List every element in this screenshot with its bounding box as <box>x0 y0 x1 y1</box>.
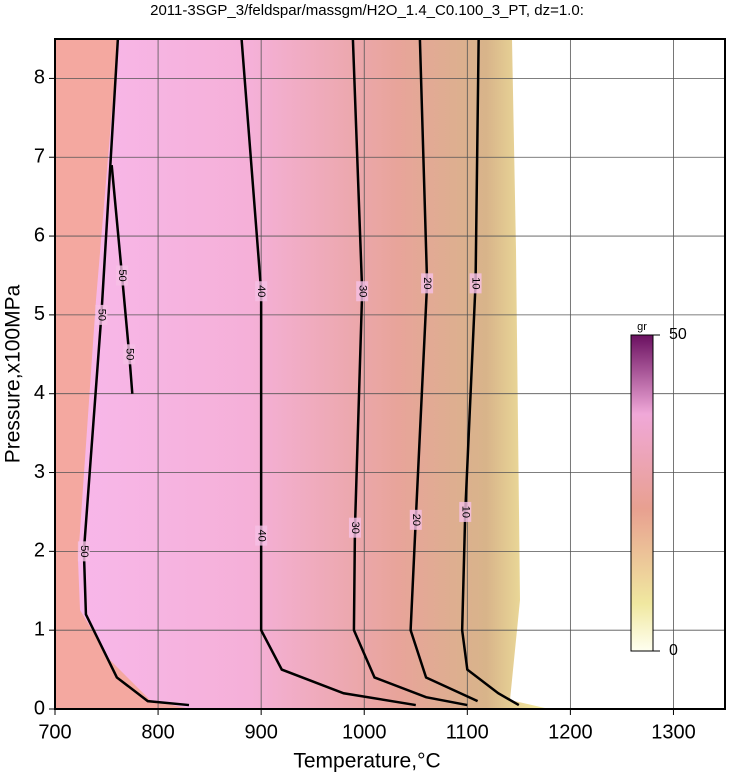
contour-label-bg <box>95 304 108 325</box>
contour-label-bg <box>421 273 434 294</box>
colorbar <box>630 334 654 652</box>
x-tick-label: 1200 <box>548 721 593 743</box>
contour-label-bg <box>356 281 369 302</box>
contour-line <box>82 38 190 707</box>
contour-label: 30 <box>356 285 368 297</box>
contour-line <box>110 165 134 394</box>
colorbar-label: gr <box>637 321 647 333</box>
plot-frame <box>54 38 726 710</box>
y-tick-label: 2 <box>34 540 45 562</box>
contour-line <box>409 38 479 703</box>
y-tick-label: 1 <box>34 618 45 640</box>
x-tick-label: 1300 <box>651 721 696 743</box>
low-region-fill <box>55 39 190 709</box>
y-tick-label: 5 <box>34 303 45 325</box>
contour-label-bg <box>409 509 422 530</box>
contour-label-bg <box>348 517 361 538</box>
y-tick-label: 7 <box>34 146 45 168</box>
chart-title: 2011-3SGP_3/feldspar/massgm/H2O_1.4_C0.1… <box>150 2 584 19</box>
contour-label: 50 <box>123 348 135 360</box>
contour-label: 50 <box>95 309 107 321</box>
colorbar-tick-label: 50 <box>669 326 687 343</box>
x-tick-label: 1000 <box>342 721 387 743</box>
y-tick-label: 3 <box>34 461 45 483</box>
x-axis-label: Temperature,°C <box>293 750 440 773</box>
y-tick-label: 6 <box>34 224 45 246</box>
contour-label: 10 <box>470 277 482 289</box>
contour-label-bg <box>459 501 472 522</box>
x-tick-label: 700 <box>38 721 71 743</box>
contour-label-bg <box>469 273 482 294</box>
y-tick-label: 4 <box>34 382 45 404</box>
colorbar-tick-label: 0 <box>669 642 678 659</box>
contour-label: 50 <box>78 545 90 557</box>
contour-label: 40 <box>255 285 267 297</box>
field-fill <box>55 39 545 709</box>
contour-label-bg <box>255 525 268 546</box>
contour-label-bg <box>77 541 90 562</box>
y-axis-label: Pressure,x100MPa <box>2 284 25 463</box>
contour-label: 40 <box>255 529 267 541</box>
contour-label-bg <box>123 344 136 365</box>
contour-label-bg <box>255 281 268 302</box>
contour-label: 10 <box>459 506 471 518</box>
x-tick-label: 800 <box>141 721 174 743</box>
contour-label: 30 <box>349 522 361 534</box>
x-tick-label: 900 <box>244 721 277 743</box>
x-tick-label: 1100 <box>446 721 489 743</box>
y-tick-label: 0 <box>34 697 45 719</box>
contour-label: 20 <box>421 277 433 289</box>
contour-label-bg <box>116 265 128 286</box>
contour-label: 50 <box>116 269 128 281</box>
contour-label: 20 <box>410 514 422 526</box>
y-tick-label: 8 <box>34 67 45 89</box>
